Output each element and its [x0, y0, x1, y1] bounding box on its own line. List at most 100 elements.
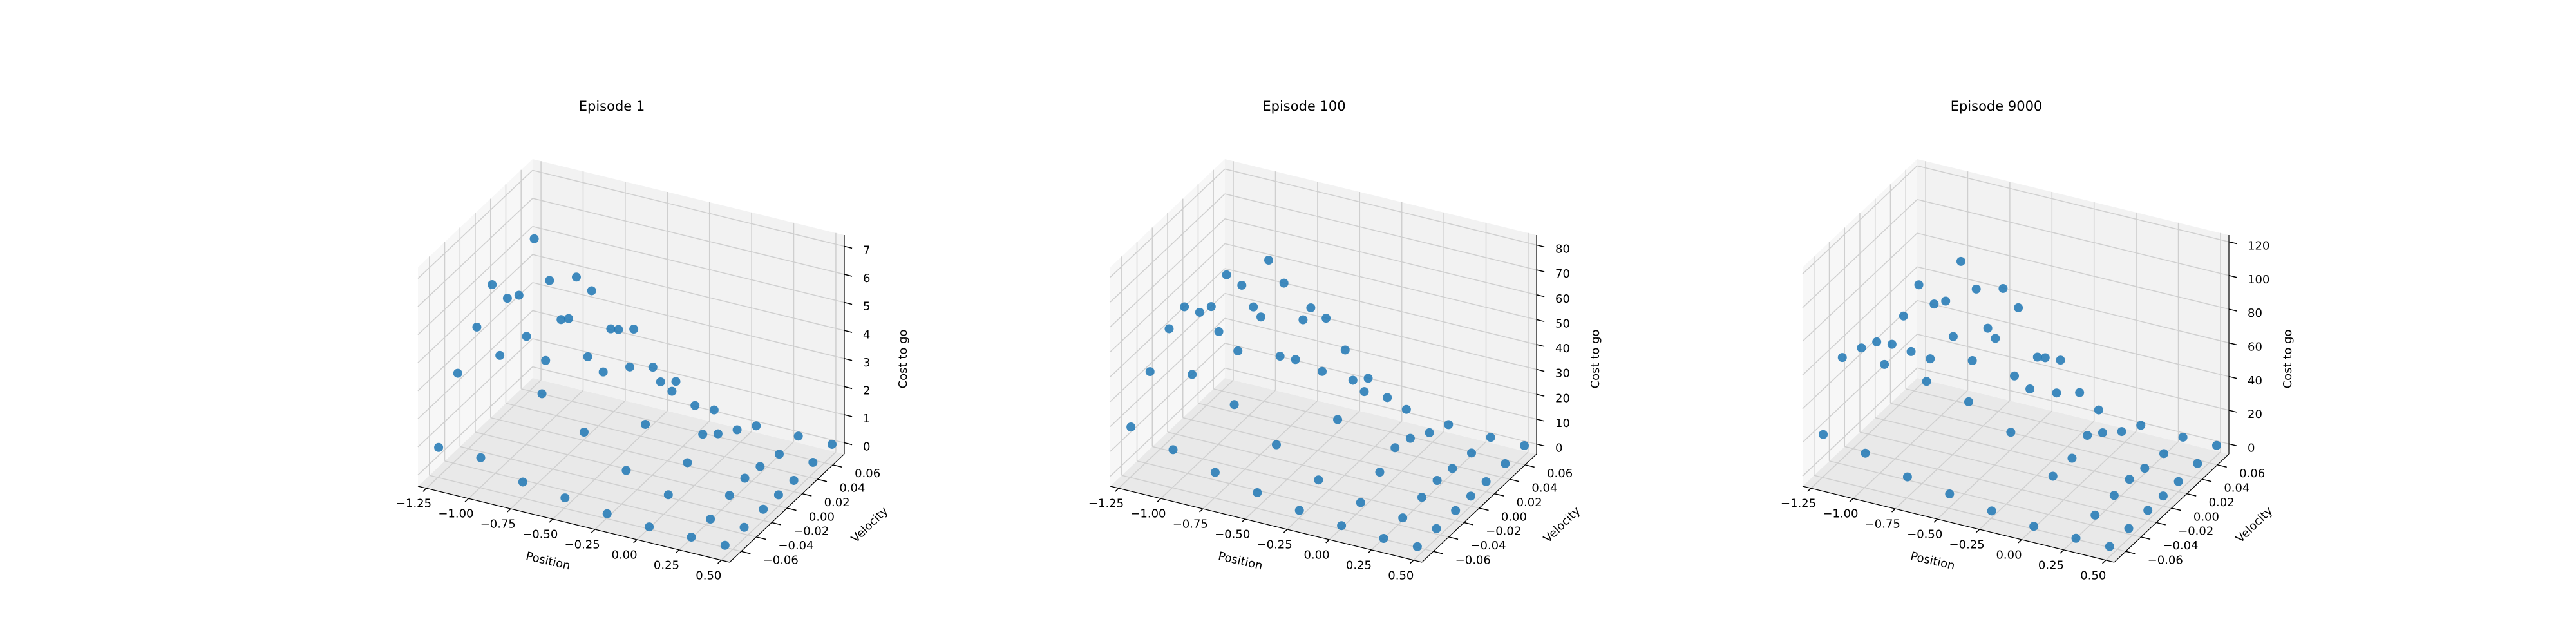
point: [556, 315, 566, 325]
y-tick-label: −0.06: [763, 553, 799, 567]
point: [1275, 352, 1285, 361]
point: [1417, 493, 1426, 502]
point: [1383, 393, 1392, 402]
y-tick-label: −0.04: [2163, 539, 2198, 553]
grid-line: [1110, 168, 1226, 278]
x-tick-label: −0.25: [1949, 538, 1985, 551]
tick-mark: [1975, 529, 1980, 533]
tick-mark: [2228, 375, 2237, 379]
tick-mark: [1933, 518, 1938, 523]
point: [2117, 427, 2126, 437]
point: [1333, 415, 1343, 424]
point: [606, 324, 616, 334]
point: [648, 363, 658, 372]
grid-line: [1224, 243, 1537, 321]
grid-line: [1802, 199, 1918, 308]
point: [740, 473, 750, 483]
tick-mark: [2060, 549, 2065, 554]
x-tick-label: −1.00: [1130, 507, 1166, 521]
tick-mark: [2171, 507, 2181, 511]
point: [1233, 346, 1243, 355]
point: [2090, 510, 2100, 520]
point: [709, 405, 719, 415]
z-tick-label: 40: [1555, 342, 1570, 355]
point: [1929, 299, 1939, 309]
point: [2010, 371, 2020, 381]
tick-mark: [633, 539, 638, 544]
y-tick-label: 0.02: [824, 496, 850, 509]
point: [1398, 513, 1408, 523]
tick-mark: [1536, 368, 1545, 372]
grid-line: [490, 417, 802, 495]
point: [2136, 421, 2146, 430]
z-tick-label: 20: [1555, 392, 1570, 405]
tick-mark: [1448, 536, 1459, 540]
chart-title: Episode 1: [579, 99, 645, 114]
point: [645, 522, 654, 532]
point: [1348, 375, 1358, 385]
point: [2124, 524, 2134, 533]
point: [1206, 302, 1216, 312]
point: [2211, 440, 2221, 450]
point: [1279, 278, 1289, 288]
point: [1264, 256, 1273, 265]
x-tick-label: −1.25: [1088, 497, 1124, 511]
point: [1448, 464, 1457, 473]
point: [1359, 387, 1369, 397]
point: [755, 462, 765, 471]
grid-line: [1917, 165, 2230, 243]
point: [488, 279, 497, 289]
tick-mark: [844, 301, 853, 305]
grid-line: [1167, 431, 1480, 509]
tick-mark: [1536, 443, 1545, 447]
tick-mark: [1525, 464, 1535, 468]
y-axis-line: [729, 453, 845, 563]
tick-mark: [844, 358, 853, 361]
z-tick-label: 3: [863, 356, 870, 370]
point: [2067, 453, 2077, 463]
point: [1948, 332, 1958, 341]
tick-mark: [844, 442, 853, 446]
point: [518, 477, 527, 487]
grid-line: [1802, 165, 1918, 275]
grid-line: [1224, 268, 1537, 345]
grid-line: [1224, 218, 1537, 296]
tick-mark: [1536, 294, 1545, 298]
point: [671, 377, 681, 386]
grid-line: [532, 366, 845, 444]
x-tick-label: −1.25: [1781, 497, 1816, 511]
grid-line: [1182, 417, 1495, 495]
point: [720, 540, 730, 550]
point: [687, 533, 696, 542]
z-tick-label: 40: [2248, 374, 2262, 388]
point: [1195, 307, 1204, 317]
point: [2125, 475, 2134, 484]
grid-line: [1802, 367, 1918, 477]
tick-mark: [833, 464, 842, 468]
point: [541, 355, 551, 365]
grid-line: [532, 338, 845, 415]
tick-mark: [1464, 522, 1473, 526]
point: [667, 386, 677, 396]
tick-mark: [2228, 241, 2237, 245]
x-axis-line: [1802, 486, 2115, 563]
point: [2174, 477, 2183, 486]
y-axis-label: Velocity: [849, 504, 891, 545]
z-tick-label: 80: [2248, 307, 2262, 320]
grid-line: [1198, 402, 1510, 480]
point: [1298, 315, 1308, 325]
point: [1210, 468, 1220, 477]
grid-line: [532, 254, 845, 331]
grid-line: [417, 338, 533, 448]
point: [739, 522, 749, 532]
point: [1405, 433, 1415, 443]
point: [529, 234, 539, 243]
point: [1126, 422, 1136, 432]
point: [1501, 459, 1510, 468]
tick-mark: [2228, 342, 2237, 346]
y-tick-label: −0.06: [1455, 553, 1491, 567]
point: [564, 314, 573, 323]
tick-mark: [422, 488, 427, 492]
point: [1180, 302, 1189, 312]
tick-mark: [844, 414, 853, 417]
